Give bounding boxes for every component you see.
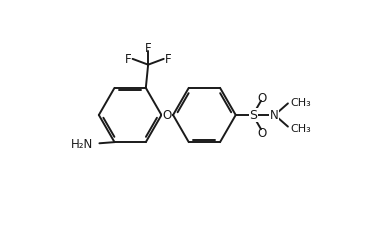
Text: S: S (249, 109, 257, 122)
Text: CH₃: CH₃ (290, 124, 311, 134)
Text: N: N (270, 109, 278, 122)
Text: F: F (125, 53, 132, 66)
Text: O: O (163, 109, 172, 122)
Text: O: O (257, 126, 267, 139)
Text: CH₃: CH₃ (290, 97, 311, 107)
Text: O: O (257, 92, 267, 105)
Text: H₂N: H₂N (71, 137, 94, 150)
Text: F: F (145, 42, 151, 55)
Text: F: F (165, 53, 171, 66)
